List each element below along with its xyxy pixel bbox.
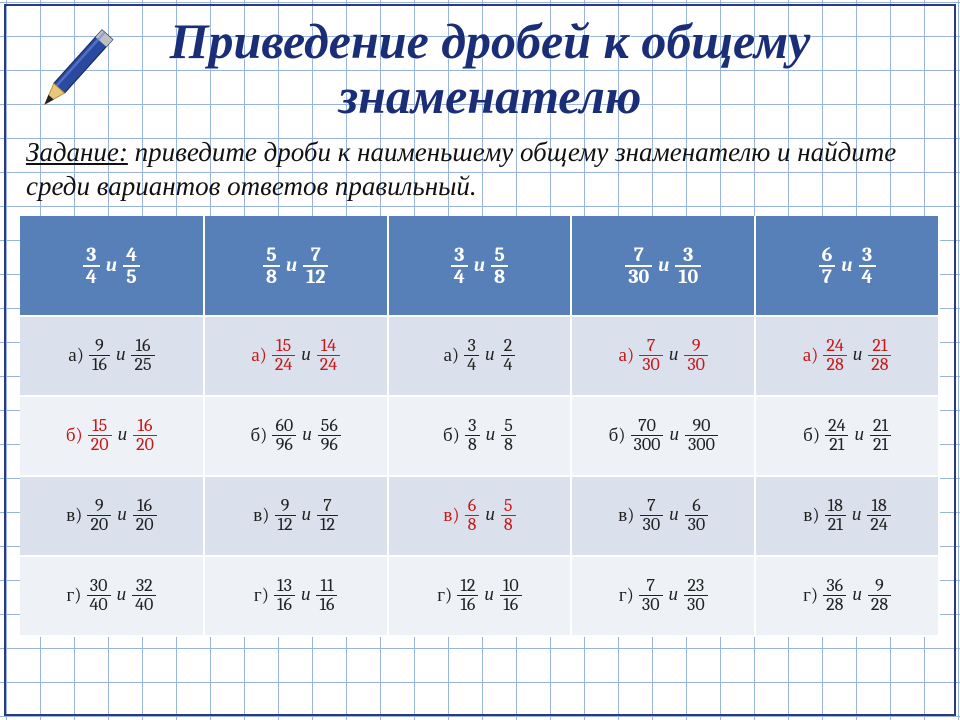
table-row: г) 3040 и 3240г) 1316 и 1116г) 1216 и 10… [20, 556, 939, 636]
answer-cell: б) 70300 и 90300 [571, 396, 755, 476]
header-cell: 58 и 712 [204, 216, 388, 316]
header-cell: 34 и 45 [20, 216, 204, 316]
answer-cell: а) 916 и 1625 [20, 316, 204, 396]
task-text: Задание: приведите дроби к наименьшему о… [0, 130, 960, 216]
header-cell: 67 и 34 [755, 216, 939, 316]
answer-cell: а) 34 и 24 [388, 316, 572, 396]
answer-cell: г) 1216 и 1016 [388, 556, 572, 636]
answer-cell: а) 730 и 930 [571, 316, 755, 396]
answer-cell: в) 912 и 712 [204, 476, 388, 556]
answer-cell: б) 1520 и 1620 [20, 396, 204, 476]
table-row: б) 1520 и 1620б) 6096 и 5696б) 38 и 58б)… [20, 396, 939, 476]
answer-cell: а) 1524 и 1424 [204, 316, 388, 396]
content: Приведение дробей к общему знаменателю З… [0, 0, 960, 720]
header-cell: 34 и 58 [388, 216, 572, 316]
answer-cell: г) 1316 и 1116 [204, 556, 388, 636]
answer-cell: г) 730 и 2330 [571, 556, 755, 636]
answer-cell: в) 68 и 58 [388, 476, 572, 556]
answer-cell: б) 38 и 58 [388, 396, 572, 476]
page-title: Приведение дробей к общему знаменателю [0, 0, 960, 130]
table-row: а) 916 и 1625а) 1524 и 1424а) 34 и 24а) … [20, 316, 939, 396]
table-row: в) 920 и 1620в) 912 и 712в) 68 и 58в) 73… [20, 476, 939, 556]
answer-cell: б) 2421 и 2121 [755, 396, 939, 476]
answer-cell: б) 6096 и 5696 [204, 396, 388, 476]
answer-cell: г) 3628 и 928 [755, 556, 939, 636]
task-body: приведите дроби к наименьшему общему зна… [26, 137, 896, 201]
answer-cell: в) 920 и 1620 [20, 476, 204, 556]
header-cell: 730 и 310 [571, 216, 755, 316]
exercise-table: 34 и 4558 и 71234 и 58730 и 31067 и 34а)… [20, 216, 940, 637]
answer-cell: в) 730 и 630 [571, 476, 755, 556]
table-header-row: 34 и 4558 и 71234 и 58730 и 31067 и 34 [20, 216, 939, 316]
answer-cell: а) 2428 и 2128 [755, 316, 939, 396]
task-label: Задание: [26, 137, 128, 167]
answer-cell: в) 1821 и 1824 [755, 476, 939, 556]
pencil-icon [12, 14, 132, 134]
answer-cell: г) 3040 и 3240 [20, 556, 204, 636]
